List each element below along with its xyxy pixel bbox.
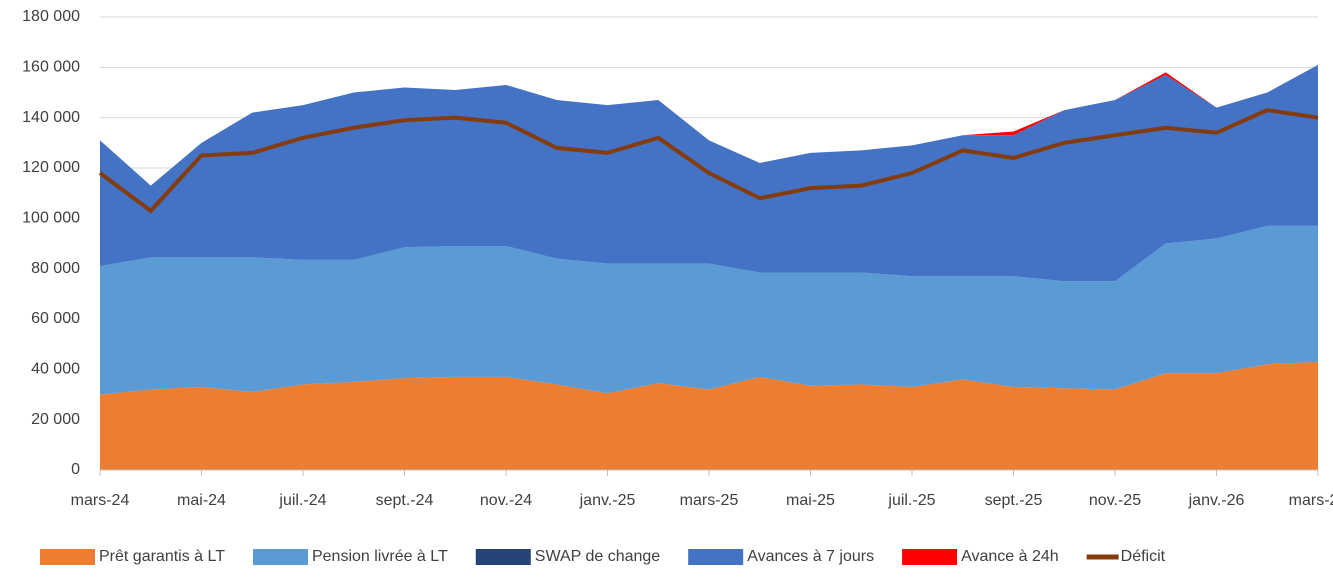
legend-swatch [902,549,958,565]
y-tick-label: 20 000 [31,411,80,428]
y-tick-label: 180 000 [22,8,80,25]
legend-label: Prêt garantis à LT [99,548,225,565]
x-tick-label: sept.-25 [985,492,1043,509]
x-tick-label: juil.-25 [887,492,935,509]
y-tick-label: 40 000 [31,361,80,378]
x-tick-label: mai-24 [177,492,226,509]
legend-label: SWAP de change [535,548,661,565]
legend-swatch [475,549,531,565]
legend-swatch [252,549,308,565]
x-tick-label: juil.-24 [278,492,326,509]
area [100,361,1318,470]
y-tick-label: 140 000 [22,109,80,126]
legend-label: Pension livrée à LT [312,548,448,565]
legend-label: Avance à 24h [961,548,1059,565]
x-tick-label: mars-24 [71,492,130,509]
y-tick-label: 100 000 [22,210,80,227]
x-tick-label: mai-25 [786,492,835,509]
x-tick-label: sept.-24 [376,492,434,509]
y-tick-label: 60 000 [31,310,80,327]
x-tick-label: mars-25 [680,492,739,509]
y-tick-label: 0 [71,461,80,478]
y-tick-label: 80 000 [31,260,80,277]
legend-label: Avances à 7 jours [747,548,874,565]
x-tick-label: mars-26 [1289,492,1333,509]
legend-swatch [688,549,744,565]
x-tick-label: janv.-26 [1188,492,1245,509]
x-tick-label: janv.-25 [579,492,636,509]
x-tick-label: nov.-25 [1089,492,1141,509]
line [98,108,1319,214]
x-tick-label: nov.-24 [480,492,532,509]
y-tick-label: 120 000 [22,159,80,176]
area [100,225,1318,395]
y-tick-label: 160 000 [22,59,80,76]
legend-swatch [40,549,95,565]
legend-label: Déficit [1121,548,1166,565]
